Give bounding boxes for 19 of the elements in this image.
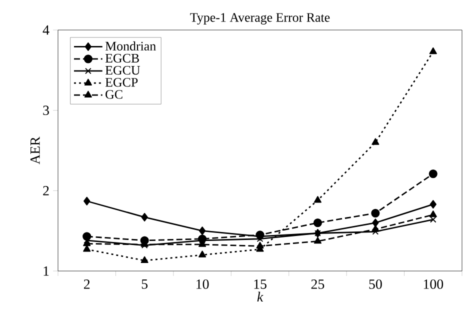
chart-title: Type-1 Average Error Rate [190, 13, 330, 24]
y-axis-title: AER [30, 136, 40, 164]
y-tick-label: 3 [43, 106, 49, 116]
x-tick-label: 10 [196, 279, 209, 289]
legend-label: EGCB [105, 54, 139, 63]
legend-label: Mondrian [105, 41, 156, 51]
y-tick-label: 4 [42, 25, 50, 35]
y-tick-label: 2 [43, 186, 49, 196]
legend-label: EGCP [105, 78, 138, 87]
x-tick-label: 100 [424, 279, 444, 289]
x-tick-label: 15 [254, 279, 266, 289]
y-tick-label: 1 [44, 266, 49, 276]
x-axis-title: k [257, 292, 264, 302]
x-tick-label: 25 [311, 280, 324, 289]
x-tick-label: 5 [142, 279, 148, 289]
x-tick-label: 2 [84, 280, 90, 289]
x-tick-label: 50 [369, 279, 382, 289]
legend-label: EGCU [105, 66, 140, 75]
legend-label: GC [106, 90, 122, 99]
